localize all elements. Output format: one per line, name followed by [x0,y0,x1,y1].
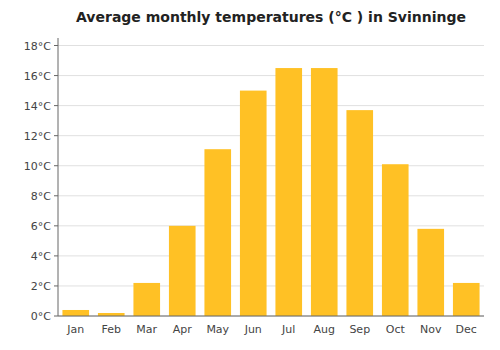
bar [453,283,480,316]
grid-line [58,195,484,196]
y-tick-label: 2°C [31,280,51,293]
y-tick-label: 8°C [31,190,51,203]
grid-line [58,45,484,46]
bar [417,229,444,316]
bar [240,91,267,316]
y-tick-label: 18°C [24,40,51,53]
y-tick [54,165,58,166]
bar [311,68,338,316]
chart: Average monthly temperatures (°C ) in Sv… [0,0,500,350]
y-tick [54,135,58,136]
x-tick-label: Aug [314,323,335,336]
bar [169,226,196,316]
y-tick [54,255,58,256]
title: Average monthly temperatures (°C ) in Sv… [76,9,466,25]
x-tick-label: Mar [136,323,157,336]
y-tick [54,105,58,106]
x-tick-label: Jul [281,323,295,336]
x-tick-label: May [206,323,229,336]
y-tick-label: 14°C [24,100,51,113]
bar [204,149,231,316]
y-tick [54,195,58,196]
bars [62,68,479,316]
x-axis: Jan Feb Mar Apr May Jun Jul Aug Sep Oct Nov Dec [58,316,484,336]
x-tick-label: Sep [349,323,370,336]
y-tick-label: 6°C [31,220,51,233]
x-tick-label: Oct [386,323,406,336]
y-tick-label: 10°C [24,160,51,173]
chart-container: Average monthly temperatures (°C ) in Sv… [0,0,500,350]
y-tick-label: 12°C [24,130,51,143]
y-axis: 0°C 2°C 4°C 6°C 8°C 10°C 12°C 14°C 16°C 18°C [24,38,58,323]
x-tick-label: Nov [420,323,442,336]
y-axis-line [58,38,59,316]
y-tick [54,285,58,286]
x-tick-label: Dec [456,323,477,336]
bar [133,283,160,316]
grid-line [58,105,484,106]
grid-line [58,225,484,226]
bar [275,68,302,316]
y-tick-label: 16°C [24,70,51,83]
y-tick-label: 0°C [31,310,51,323]
bar [382,164,409,316]
x-axis-line [58,316,484,317]
grid-line [58,135,484,136]
grid-line [58,165,484,166]
grid-line [58,75,484,76]
x-tick-label: Apr [173,323,193,336]
y-tick-label: 4°C [31,250,51,263]
y-tick [54,316,58,317]
x-tick-label: Jan [66,323,84,336]
grid [58,46,484,316]
x-tick-label: Feb [102,323,121,336]
bar [346,110,373,316]
grid-line [58,316,484,317]
x-tick-label: Jun [244,323,262,336]
bar [62,310,89,316]
y-tick [54,75,58,76]
y-tick [54,45,58,46]
y-tick [54,225,58,226]
